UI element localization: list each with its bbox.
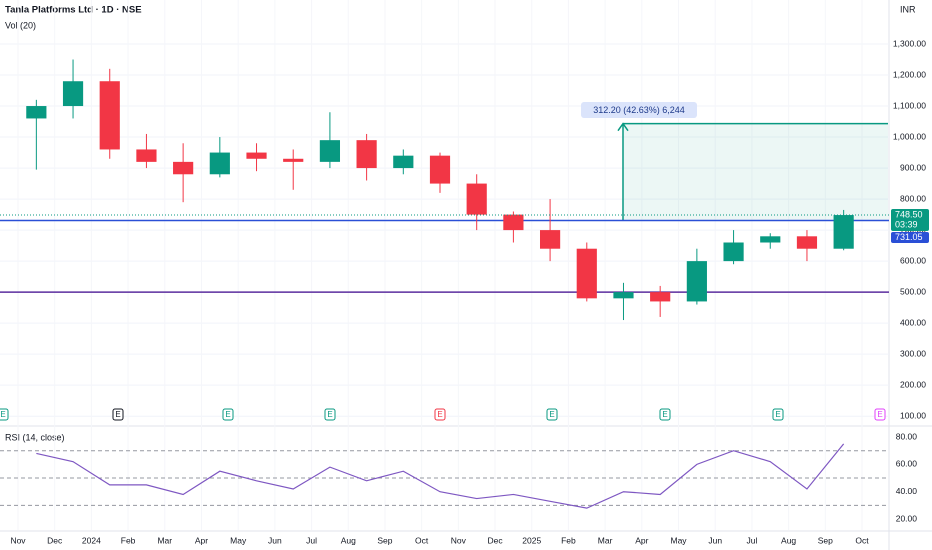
candle-body xyxy=(576,248,597,299)
earnings-marker xyxy=(659,408,671,421)
candle-body xyxy=(393,155,414,169)
earnings-label: E xyxy=(662,410,667,419)
x-tick-label: 2024 xyxy=(82,535,101,545)
x-tick-label: Jun xyxy=(708,535,722,545)
candle-body xyxy=(723,242,744,262)
earnings-marker xyxy=(546,408,558,421)
candle-body xyxy=(796,236,818,249)
y-tick-label: 300.00 xyxy=(900,348,926,358)
y-tick-label: 1,000.00 xyxy=(893,131,926,141)
rsi-tick-label: 60.00 xyxy=(896,459,918,469)
candle-body xyxy=(466,183,487,215)
candle-body xyxy=(833,215,854,249)
candle-body xyxy=(356,140,377,169)
x-tick-label: Oct xyxy=(415,535,429,545)
x-tick-label: Dec xyxy=(487,535,503,545)
x-tick-label: Nov xyxy=(451,535,467,545)
earnings-label: E xyxy=(775,410,780,419)
hline-price-box xyxy=(891,232,929,244)
earnings-label: E xyxy=(115,410,120,419)
candle-body xyxy=(99,81,120,150)
x-tick-label: 2025 xyxy=(522,535,541,545)
candle-body xyxy=(539,230,561,249)
candle-body xyxy=(173,161,194,175)
x-tick-label: May xyxy=(670,535,687,545)
currency: INR xyxy=(900,4,916,14)
candle-body xyxy=(26,106,47,119)
earnings-label: E xyxy=(549,410,554,419)
rsi-title: RSI (14, close) xyxy=(5,432,65,442)
x-tick-label: Aug xyxy=(341,535,356,545)
earnings-label: E xyxy=(327,410,332,419)
candle-body xyxy=(429,155,451,184)
earnings-marker xyxy=(222,408,234,421)
last-price-label: 748.50 xyxy=(895,209,923,219)
candle-body xyxy=(209,152,230,175)
y-tick-label: 100.00 xyxy=(900,410,926,420)
x-tick-label: May xyxy=(230,535,247,545)
candle-body xyxy=(613,292,634,299)
x-tick-label: Nov xyxy=(10,535,26,545)
x-tick-label: Jul xyxy=(306,535,317,545)
rsi-line xyxy=(36,443,845,509)
earnings-marker xyxy=(772,408,784,421)
candle-body xyxy=(136,149,157,162)
x-tick-label: Feb xyxy=(561,535,576,545)
y-tick-label: 600.00 xyxy=(900,255,926,265)
rsi-tick-label: 80.00 xyxy=(896,431,918,441)
y-tick-label: 200.00 xyxy=(900,379,926,389)
countdown-label: 03:39 xyxy=(895,219,918,229)
candle-body xyxy=(650,292,671,302)
x-tick-label: Aug xyxy=(781,535,796,545)
candle-body xyxy=(686,261,707,302)
y-tick-label: 800.00 xyxy=(900,193,926,203)
earnings-marker xyxy=(112,408,124,421)
chart-title: Tanla Platforms Ltd · 1D · NSE xyxy=(5,5,142,16)
candle-body xyxy=(319,140,341,162)
earnings-label: E xyxy=(225,410,230,419)
candle-body xyxy=(62,81,84,107)
measure-arrowhead xyxy=(617,122,629,132)
earnings-label: E xyxy=(437,410,442,419)
x-tick-label: Apr xyxy=(195,535,208,545)
y-tick-label: 1,300.00 xyxy=(893,38,926,48)
rsi-tick-label: 40.00 xyxy=(896,486,918,496)
candle-body xyxy=(283,158,304,162)
x-tick-label: Jul xyxy=(746,535,757,545)
candle-body xyxy=(503,214,524,231)
x-tick-label: Jun xyxy=(268,535,282,545)
x-tick-label: Sep xyxy=(377,535,392,545)
candle-body xyxy=(760,236,781,243)
hline-price-label: 731.05 xyxy=(895,232,923,242)
earnings-marker xyxy=(324,408,336,421)
x-tick-label: Sep xyxy=(818,535,833,545)
rsi-tick-label: 20.00 xyxy=(896,513,918,523)
measure-area xyxy=(623,123,888,221)
last-price-box xyxy=(891,209,929,232)
x-tick-label: Mar xyxy=(157,535,172,545)
y-tick-label: 1,100.00 xyxy=(893,100,926,110)
y-tick-label: 500.00 xyxy=(900,286,926,296)
x-tick-label: Apr xyxy=(635,535,648,545)
x-tick-label: Mar xyxy=(598,535,613,545)
earnings-marker xyxy=(434,408,446,421)
measure-label: 312.20 (42.63%) 6,244 xyxy=(593,105,685,115)
volume-label: Vol (20) xyxy=(5,20,36,30)
y-tick-label: 1,200.00 xyxy=(893,69,926,79)
x-tick-label: Oct xyxy=(855,535,869,545)
earnings-label: E xyxy=(877,410,882,419)
x-tick-label: Dec xyxy=(47,535,63,545)
x-tick-label: Feb xyxy=(121,535,136,545)
y-tick-label: 400.00 xyxy=(900,317,926,327)
earnings-marker xyxy=(0,408,9,421)
measure-label-box xyxy=(581,102,697,118)
y-tick-label: 900.00 xyxy=(900,162,926,172)
candle-body xyxy=(246,152,267,159)
earnings-label: E xyxy=(0,410,5,419)
earnings-marker xyxy=(874,408,886,421)
